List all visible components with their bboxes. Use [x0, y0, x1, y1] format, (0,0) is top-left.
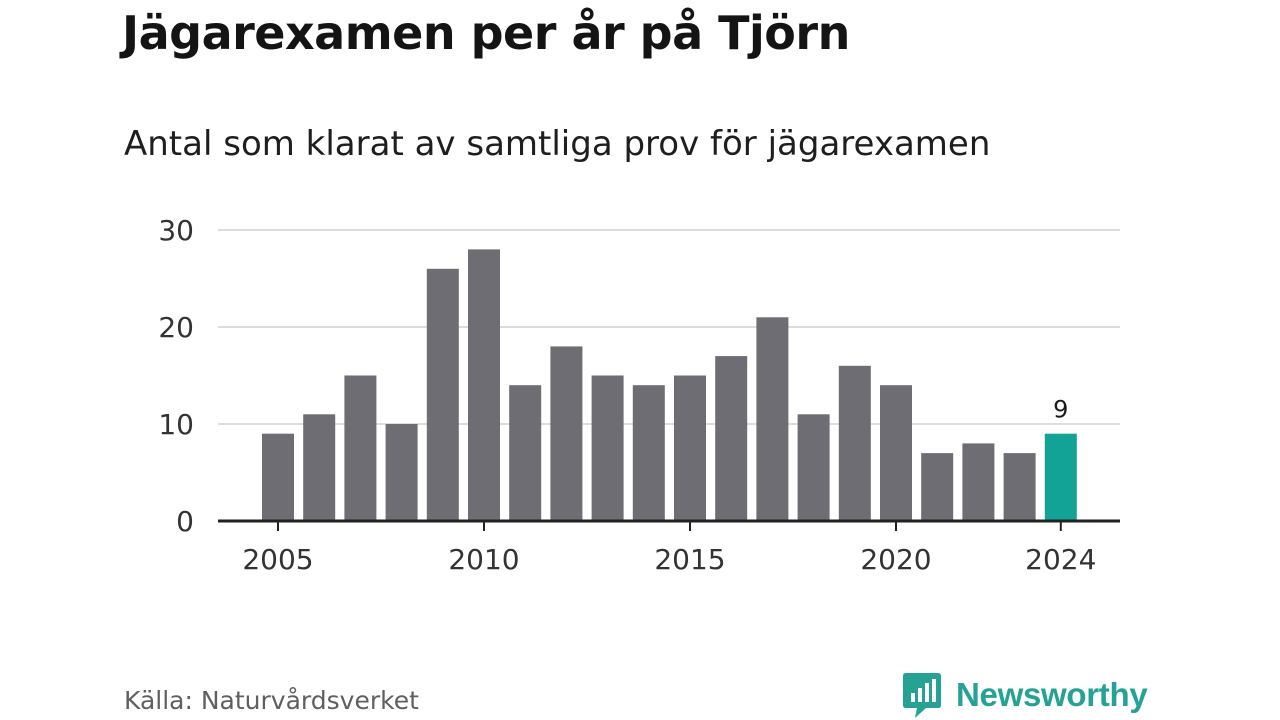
bar: [550, 346, 583, 521]
data-label: 9: [1053, 396, 1068, 424]
bar: [262, 433, 294, 521]
bar: [426, 268, 459, 521]
source-note: Källa: Naturvårdsverket: [124, 686, 419, 715]
brand-name: Newsworthy: [956, 676, 1148, 713]
chart-title: Jägarexamen per år på Tjörn: [122, 6, 850, 60]
bar: [344, 375, 377, 521]
bar: [797, 414, 830, 521]
bar: [715, 356, 748, 521]
y-tick-label: 20: [158, 311, 194, 344]
bar: [591, 375, 624, 521]
y-tick-label: 0: [176, 505, 194, 538]
bar-chart: 0 10 20 30 9 2005 2010 2015 2020 2024: [158, 214, 1120, 576]
x-tick-label: 2015: [654, 543, 725, 576]
bar: [303, 414, 336, 521]
bar: [880, 385, 912, 521]
x-tick-label: 2020: [860, 543, 931, 576]
x-tick-label: 2005: [242, 543, 313, 576]
bar: [468, 249, 500, 521]
bar: [385, 424, 418, 521]
bar: [509, 385, 542, 521]
brand-logo: Newsworthy: [902, 670, 1148, 720]
newsworthy-logo-icon: [903, 673, 941, 718]
bar: [838, 365, 871, 521]
bar: [1003, 453, 1036, 521]
bar: [674, 375, 706, 521]
bar: [756, 317, 789, 521]
bar: [1044, 433, 1077, 521]
bar: [921, 453, 954, 521]
y-tick-label: 10: [158, 408, 194, 441]
x-tick-label: 2010: [448, 543, 519, 576]
bar: [962, 443, 995, 521]
chart-subtitle: Antal som klarat av samtliga prov för jä…: [124, 124, 991, 164]
x-tick-label: 2024: [1025, 543, 1096, 576]
y-tick-label: 30: [158, 214, 194, 247]
bar: [632, 385, 665, 521]
